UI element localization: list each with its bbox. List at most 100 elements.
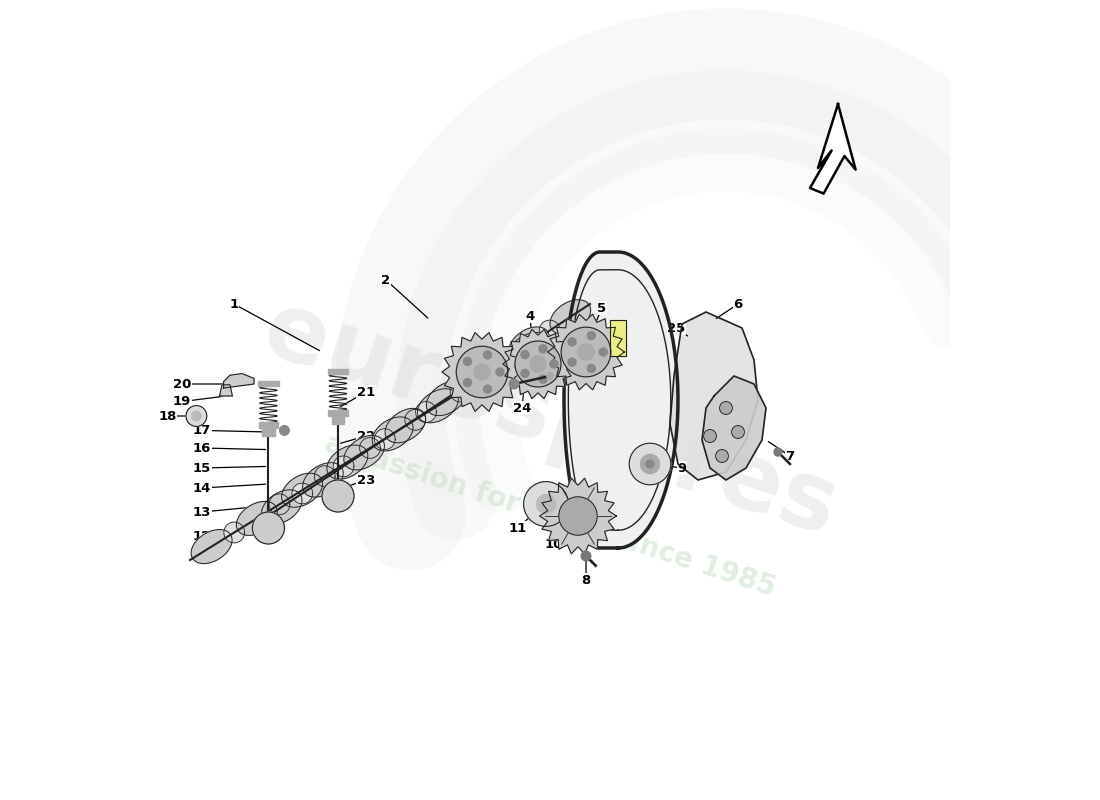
Polygon shape bbox=[405, 410, 426, 430]
Circle shape bbox=[732, 426, 745, 438]
Polygon shape bbox=[417, 389, 459, 422]
Polygon shape bbox=[450, 382, 471, 402]
Circle shape bbox=[524, 482, 569, 526]
Text: 13: 13 bbox=[192, 506, 211, 518]
Circle shape bbox=[509, 379, 519, 389]
Circle shape bbox=[719, 402, 733, 414]
Text: 12: 12 bbox=[192, 530, 211, 542]
Text: 14: 14 bbox=[192, 482, 211, 494]
Circle shape bbox=[537, 494, 556, 514]
Circle shape bbox=[559, 497, 597, 535]
Text: 10: 10 bbox=[544, 538, 563, 550]
Circle shape bbox=[252, 512, 285, 544]
Text: 2: 2 bbox=[382, 274, 390, 286]
Circle shape bbox=[474, 364, 490, 380]
Polygon shape bbox=[810, 104, 856, 194]
Polygon shape bbox=[427, 382, 466, 416]
Polygon shape bbox=[550, 300, 591, 334]
Circle shape bbox=[646, 460, 654, 468]
Text: 1: 1 bbox=[230, 298, 239, 310]
Polygon shape bbox=[508, 333, 549, 366]
Circle shape bbox=[561, 327, 610, 377]
Polygon shape bbox=[223, 374, 254, 388]
Polygon shape bbox=[503, 330, 573, 398]
Circle shape bbox=[704, 430, 716, 442]
Circle shape bbox=[496, 368, 504, 376]
Polygon shape bbox=[302, 462, 343, 497]
Circle shape bbox=[568, 338, 576, 346]
Circle shape bbox=[456, 346, 508, 398]
Polygon shape bbox=[328, 369, 349, 374]
Polygon shape bbox=[416, 402, 437, 422]
Text: 18: 18 bbox=[158, 410, 177, 422]
Text: 25: 25 bbox=[668, 322, 685, 334]
Polygon shape bbox=[374, 429, 395, 450]
Polygon shape bbox=[702, 376, 766, 480]
Polygon shape bbox=[224, 522, 244, 543]
Polygon shape bbox=[564, 252, 678, 548]
Circle shape bbox=[578, 344, 594, 360]
Text: 7: 7 bbox=[785, 450, 794, 462]
Polygon shape bbox=[258, 422, 278, 428]
Circle shape bbox=[521, 350, 529, 358]
Polygon shape bbox=[468, 354, 508, 389]
Polygon shape bbox=[258, 381, 278, 386]
Polygon shape bbox=[315, 466, 336, 486]
Text: 19: 19 bbox=[173, 395, 191, 408]
Polygon shape bbox=[236, 502, 277, 535]
Polygon shape bbox=[442, 333, 522, 411]
Polygon shape bbox=[670, 312, 758, 480]
Circle shape bbox=[587, 331, 595, 339]
Circle shape bbox=[581, 551, 591, 561]
Circle shape bbox=[547, 373, 553, 379]
Circle shape bbox=[600, 348, 607, 356]
Polygon shape bbox=[548, 314, 625, 390]
Circle shape bbox=[279, 426, 289, 435]
Circle shape bbox=[463, 378, 472, 386]
Polygon shape bbox=[327, 445, 367, 479]
Text: eurospares: eurospares bbox=[252, 284, 848, 556]
Text: 8: 8 bbox=[582, 574, 591, 586]
Circle shape bbox=[716, 450, 728, 462]
Circle shape bbox=[640, 454, 660, 474]
Circle shape bbox=[539, 345, 547, 353]
Circle shape bbox=[484, 385, 492, 393]
Polygon shape bbox=[372, 417, 414, 451]
Polygon shape bbox=[262, 428, 275, 436]
Polygon shape bbox=[329, 410, 348, 416]
Circle shape bbox=[186, 406, 207, 426]
Text: 4: 4 bbox=[526, 310, 535, 322]
Circle shape bbox=[568, 358, 576, 366]
Text: 20: 20 bbox=[173, 378, 191, 390]
Polygon shape bbox=[220, 385, 232, 396]
Circle shape bbox=[539, 375, 547, 383]
Polygon shape bbox=[262, 490, 303, 524]
Text: 16: 16 bbox=[192, 442, 211, 454]
Polygon shape bbox=[360, 438, 381, 458]
Polygon shape bbox=[509, 327, 549, 362]
Circle shape bbox=[191, 411, 201, 421]
Text: 15: 15 bbox=[192, 462, 211, 474]
Polygon shape bbox=[495, 353, 516, 374]
Polygon shape bbox=[463, 361, 504, 394]
Text: a passion for parts since 1985: a passion for parts since 1985 bbox=[321, 430, 779, 602]
Text: 9: 9 bbox=[678, 462, 686, 474]
Polygon shape bbox=[344, 435, 385, 470]
Polygon shape bbox=[331, 416, 344, 424]
Polygon shape bbox=[539, 320, 560, 341]
Circle shape bbox=[774, 448, 782, 456]
Text: 11: 11 bbox=[509, 522, 527, 534]
Text: 17: 17 bbox=[192, 424, 211, 437]
Polygon shape bbox=[270, 494, 290, 514]
Polygon shape bbox=[610, 320, 626, 356]
Polygon shape bbox=[498, 347, 519, 368]
Polygon shape bbox=[540, 478, 616, 554]
Text: 3: 3 bbox=[446, 398, 454, 410]
Text: 26: 26 bbox=[582, 350, 601, 362]
Circle shape bbox=[550, 360, 558, 368]
Circle shape bbox=[587, 365, 595, 373]
Polygon shape bbox=[385, 408, 426, 442]
Polygon shape bbox=[333, 456, 354, 477]
Polygon shape bbox=[292, 483, 312, 504]
Text: 24: 24 bbox=[513, 402, 531, 414]
